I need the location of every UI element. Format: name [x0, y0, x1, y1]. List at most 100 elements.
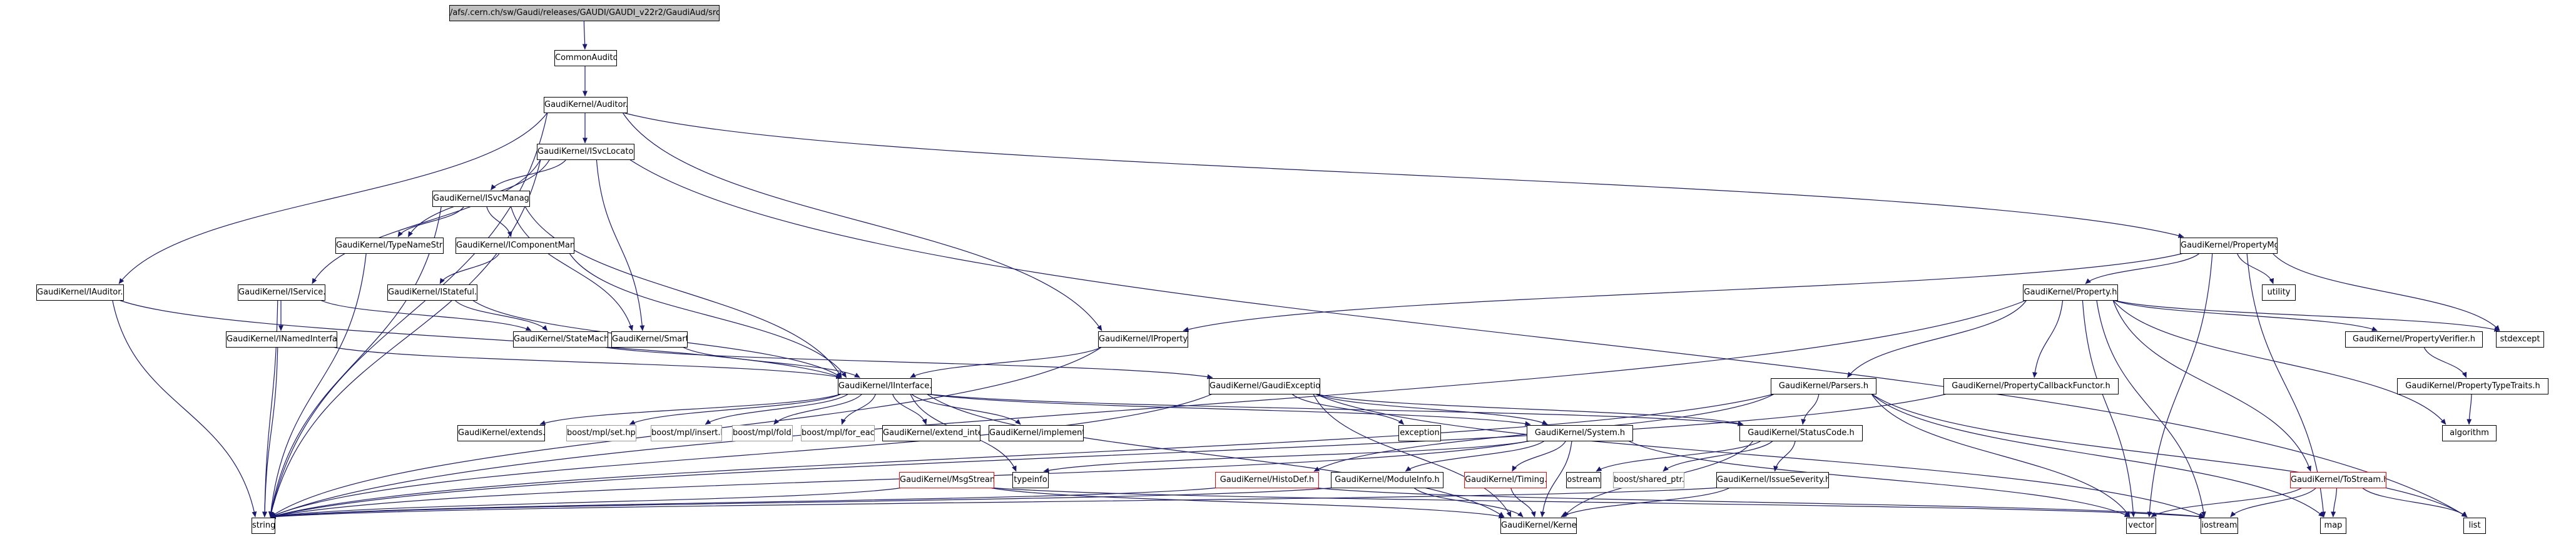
node-iproperty-h[interactable]: GaudiKernel/IProperty.h	[1098, 331, 1188, 348]
include-edge	[926, 393, 1744, 426]
include-edge	[1315, 393, 2205, 518]
include-edge	[629, 393, 842, 425]
node-iinterface-h[interactable]: GaudiKernel/IInterface.h	[838, 378, 932, 394]
include-edge	[270, 393, 1213, 518]
include-edge	[270, 393, 1948, 518]
node-propertytypetraits-h[interactable]: GaudiKernel/PropertyTypeTraits.h	[2397, 378, 2548, 394]
include-edge	[2230, 487, 2317, 518]
include-edge	[596, 159, 645, 331]
include-edge	[270, 393, 1775, 518]
node-string: string	[252, 518, 275, 534]
include-edge	[926, 393, 1505, 518]
include-edge	[2096, 299, 2206, 518]
include-edge	[926, 393, 1531, 426]
node-smartif-h[interactable]: GaudiKernel/SmartIF.h	[611, 331, 688, 348]
node-parsers-h[interactable]: GaudiKernel/Parsers.h	[1771, 378, 1876, 394]
node-iservice-h[interactable]: GaudiKernel/IService.h	[238, 284, 325, 301]
include-edge	[268, 159, 541, 518]
include-edge	[1540, 440, 1572, 518]
node-algorithm: algorithm	[2442, 425, 2497, 441]
include-edge	[2151, 487, 2303, 518]
include-edge	[270, 487, 1219, 519]
node-statuscode-h[interactable]: GaudiKernel/StatusCode.h	[1739, 425, 1863, 441]
node-isvclocator-h[interactable]: GaudiKernel/ISvcLocator.h	[537, 144, 634, 160]
include-edge	[510, 206, 633, 331]
include-edge	[262, 346, 278, 518]
node-istateful-h[interactable]: GaudiKernel/IStateful.h	[387, 284, 477, 301]
node-isvcmanager-h[interactable]: GaudiKernel/ISvcManager.h	[432, 191, 530, 207]
node-histodef-h[interactable]: GaudiKernel/HistoDef.h	[1215, 472, 1319, 488]
node-boost-shared-ptr-hpp: boost/shared_ptr.hpp	[1613, 472, 1684, 488]
include-edge	[603, 346, 1213, 379]
node-kernel-h[interactable]: GaudiKernel/Kernel.h	[1500, 518, 1577, 534]
include-edge	[1560, 487, 1730, 518]
include-edge	[320, 299, 532, 331]
include-edge	[2112, 299, 2311, 472]
include-edge	[1596, 440, 1762, 472]
node-propertymgr-h[interactable]: GaudiKernel/PropertyMgr.h	[2180, 238, 2278, 254]
include-edge	[397, 206, 465, 238]
node-implements-h[interactable]: GaudiKernel/implements.h	[989, 425, 1084, 441]
include-edge	[539, 393, 842, 426]
include-edge	[841, 393, 877, 425]
node-system-h[interactable]: GaudiKernel/System.h	[1527, 425, 1633, 441]
include-edge	[2112, 299, 2378, 331]
include-edge	[312, 159, 541, 284]
node-timing-h[interactable]: GaudiKernel/Timing.h	[1464, 472, 1547, 488]
include-edge	[270, 487, 1721, 519]
include-edge	[2112, 299, 2500, 332]
node-auditor-h[interactable]: GaudiKernel/Auditor.h	[544, 97, 628, 113]
include-edge	[268, 253, 367, 518]
include-edge	[2361, 487, 2468, 518]
node-iauditor-h[interactable]: GaudiKernel/IAuditor.h	[36, 284, 124, 301]
node-extends-h[interactable]: GaudiKernel/extends.h	[457, 425, 545, 441]
include-edge	[910, 346, 1102, 378]
node-propertycallbackfunctor-h[interactable]: GaudiKernel/PropertyCallbackFunctor.h	[1943, 378, 2119, 394]
include-edge	[2246, 253, 2326, 518]
node-inamedinterface-h[interactable]: GaudiKernel/INamedInterface.h	[226, 331, 337, 348]
include-edge	[1405, 440, 1545, 472]
include-edge	[112, 299, 257, 518]
node-statemachine-h[interactable]: GaudiKernel/StateMachine.h	[513, 331, 608, 348]
include-edge	[2467, 393, 2472, 425]
include-edge	[1627, 440, 2131, 518]
include-edge	[1847, 299, 2027, 378]
include-edge	[1313, 487, 2205, 519]
node-property-h[interactable]: GaudiKernel/Property.h	[2023, 284, 2118, 301]
include-edge	[1871, 393, 2324, 518]
node-nameauditor-h: /afs/.cern.ch/sw/Gaudi/releases/GAUDI/GA…	[449, 5, 720, 21]
include-edge	[1291, 393, 1405, 425]
include-edge	[2032, 299, 2064, 378]
include-edge	[2272, 253, 2500, 331]
node-utility: utility	[2262, 284, 2296, 301]
include-edge	[911, 393, 1021, 425]
include-edge	[270, 487, 1335, 519]
node-commonauditor-h[interactable]: CommonAuditor.h	[554, 50, 617, 66]
node-moduleinfo-h[interactable]: GaudiKernel/ModuleInfo.h	[1331, 472, 1443, 488]
node-tostream-h[interactable]: GaudiKernel/ToStream.h	[2290, 472, 2386, 488]
node-issueseverity-h[interactable]: GaudiKernel/IssueSeverity.h	[1716, 472, 1829, 488]
node-msgstream-h[interactable]: GaudiKernel/MsgStream.h	[899, 472, 994, 488]
node-stdexcept: stdexcept	[2496, 331, 2544, 348]
include-edge	[270, 299, 2027, 518]
include-edge	[989, 487, 1505, 519]
include-edge	[892, 393, 927, 425]
node-icomponentmanager-h[interactable]: GaudiKernel/IComponentManager.h	[456, 238, 574, 254]
include-edge	[1801, 393, 1820, 425]
node-propertyverifier-h[interactable]: GaudiKernel/PropertyVerifier.h	[2345, 331, 2483, 348]
include-edge	[2082, 299, 2136, 518]
include-edge	[705, 393, 849, 425]
include-edge	[682, 346, 860, 378]
node-list: list	[2463, 518, 2486, 534]
include-edge	[622, 112, 1102, 331]
node-extend-interfaces-h[interactable]: GaudiKernel/extend_interfaces.h	[882, 425, 980, 441]
node-gaudiexception-h[interactable]: GaudiKernel/GaudiException.h	[1209, 378, 1320, 394]
include-edge	[1773, 440, 1796, 472]
include-edge	[1183, 253, 2184, 332]
include-edge	[118, 112, 548, 284]
include-edge	[486, 206, 512, 238]
node-boost-mpl-set-hpp: boost/mpl/set.hpp	[566, 425, 636, 441]
node-typenamestring-h[interactable]: GaudiKernel/TypeNameString.h	[335, 238, 444, 254]
node-ostream: ostream	[1566, 472, 1601, 488]
